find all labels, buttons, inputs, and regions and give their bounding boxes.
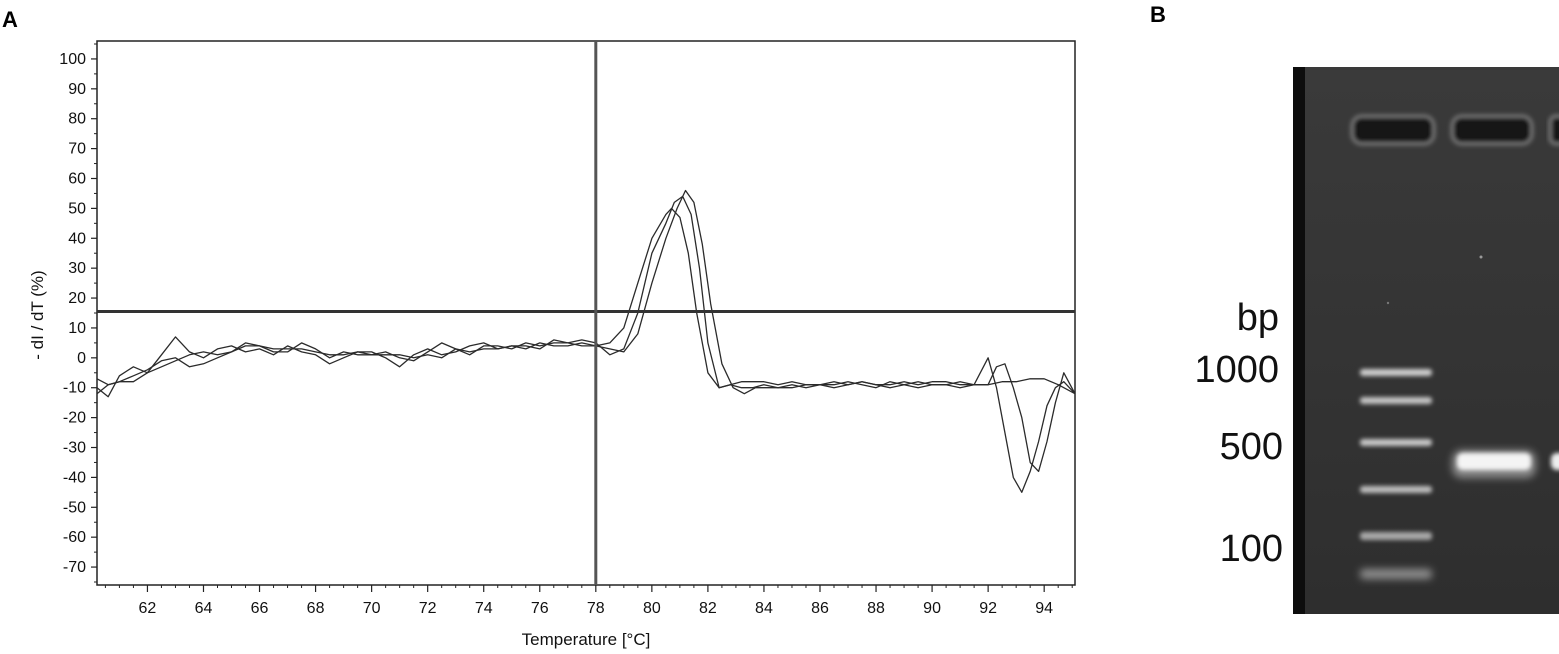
- x-tick-label: 94: [1035, 600, 1053, 617]
- x-tick-label: 62: [139, 600, 157, 617]
- y-tick-label: 50: [68, 200, 86, 217]
- x-tick-label: 90: [923, 600, 941, 617]
- y-tick-label: -40: [63, 469, 86, 486]
- gel-label-bp: bp: [1237, 297, 1279, 339]
- gel-speck: [1479, 255, 1483, 259]
- y-tick-label: 40: [68, 230, 86, 247]
- x-tick-label: 84: [755, 600, 773, 617]
- gel-background: [1305, 67, 1559, 614]
- y-tick-label: 70: [68, 141, 86, 158]
- x-tick-label: 82: [699, 600, 717, 617]
- y-tick-label: 30: [68, 260, 86, 277]
- gel-image: bp 1000 500 100: [1194, 67, 1559, 614]
- x-tick-label: 64: [195, 600, 213, 617]
- wells: [1350, 114, 1559, 146]
- sample-band-lane-2: [1551, 453, 1559, 470]
- x-tick-label: 76: [531, 600, 549, 617]
- series-layer: [96, 189, 1076, 493]
- x-tick-label: 74: [475, 600, 493, 617]
- sample-band-lane-1: [1457, 453, 1531, 470]
- y-tick-label: -60: [63, 529, 86, 546]
- ladder-bands: [1360, 369, 1432, 579]
- y-tick-label: 80: [68, 111, 86, 128]
- y-tick-label: -30: [63, 440, 86, 457]
- x-axis: 62 64 66 68 70 72 74 76 78 80 82 84 86 88 90 92 94: [104, 585, 1073, 617]
- gel-label-100: 100: [1220, 528, 1283, 570]
- melt-curve-series-1: [96, 207, 1076, 493]
- y-tick-label: 20: [68, 290, 86, 307]
- y-tick-label: -20: [63, 410, 86, 427]
- y-axis: 1009080706050403020100-10-20-30-40-50-60…: [59, 43, 97, 583]
- y-tick-label: 0: [77, 350, 86, 367]
- x-axis-title: Temperature [°C]: [522, 630, 651, 649]
- y-tick-label: -70: [63, 559, 86, 576]
- ladder-band: [1360, 532, 1432, 540]
- melt-curve-series-2: [96, 195, 1076, 473]
- ladder-band: [1360, 369, 1432, 376]
- ladder-band: [1360, 439, 1432, 446]
- ladder-band: [1360, 486, 1432, 493]
- y-tick-label: -50: [63, 499, 86, 516]
- y-tick-label: 60: [68, 170, 86, 187]
- ladder-band: [1360, 569, 1432, 579]
- x-tick-label: 72: [419, 600, 437, 617]
- panel-a-letter: A: [2, 7, 18, 32]
- x-tick-label: 86: [811, 600, 829, 617]
- y-tick-label: 90: [68, 81, 86, 98]
- gel-label-500: 500: [1220, 426, 1283, 468]
- well-lane-1: [1450, 114, 1534, 146]
- x-tick-label: 80: [643, 600, 661, 617]
- melt-curve-chart: 1009080706050403020100-10-20-30-40-50-60…: [28, 40, 1076, 649]
- y-tick-label: 100: [59, 51, 86, 68]
- x-tick-label: 70: [363, 600, 381, 617]
- y-tick-label: -10: [63, 380, 86, 397]
- x-tick-label: 92: [979, 600, 997, 617]
- sample-bands: [1452, 450, 1559, 478]
- x-tick-label: 68: [307, 600, 325, 617]
- melt-curve-series-3: [96, 189, 1076, 395]
- gel-edge: [1293, 67, 1305, 614]
- y-axis-title: - dI / dT (%): [28, 270, 47, 359]
- ladder-band: [1360, 397, 1432, 404]
- gel-label-1000: 1000: [1194, 349, 1279, 391]
- y-tick-label: 10: [68, 320, 86, 337]
- well-ladder: [1350, 114, 1436, 146]
- gel-speck: [1386, 301, 1390, 305]
- well-lane-2: [1548, 114, 1559, 146]
- x-tick-label: 78: [587, 600, 605, 617]
- x-tick-label: 66: [251, 600, 269, 617]
- panel-b-letter: B: [1150, 2, 1166, 27]
- x-tick-label: 88: [867, 600, 885, 617]
